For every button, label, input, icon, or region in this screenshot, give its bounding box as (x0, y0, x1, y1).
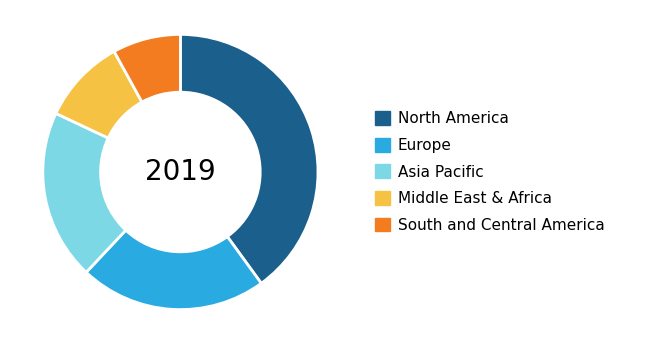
Text: 2019: 2019 (145, 158, 216, 186)
Wedge shape (56, 51, 142, 138)
Legend: North America, Europe, Asia Pacific, Middle East & Africa, South and Central Ame: North America, Europe, Asia Pacific, Mid… (375, 111, 605, 233)
Wedge shape (43, 114, 126, 272)
Wedge shape (180, 34, 318, 283)
Wedge shape (114, 34, 180, 102)
Wedge shape (86, 230, 261, 310)
